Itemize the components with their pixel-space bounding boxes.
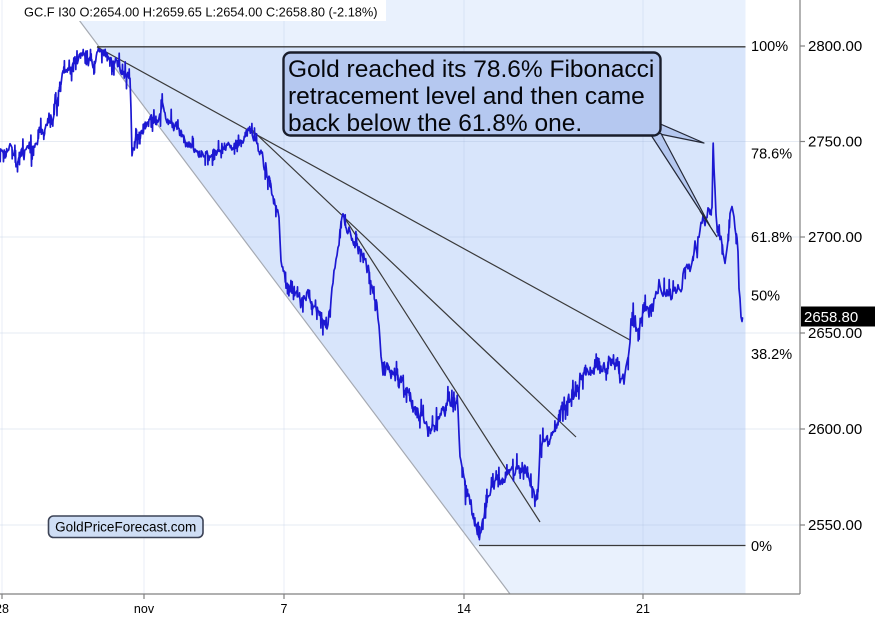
svg-text:7: 7 [281,602,288,616]
svg-text:2600.00: 2600.00 [808,421,862,438]
svg-text:0%: 0% [751,539,772,555]
svg-text:Gold reached its 78.6% Fibonac: Gold reached its 78.6% Fibonacci [288,56,654,83]
svg-text:2650.00: 2650.00 [808,325,862,342]
svg-text:61.8%: 61.8% [751,230,792,246]
svg-text:2658.80: 2658.80 [804,309,858,326]
svg-text:retracement level and then cam: retracement level and then came [288,83,645,110]
svg-text:14: 14 [457,602,471,616]
svg-text:38.2%: 38.2% [751,347,792,363]
svg-text:2750.00: 2750.00 [808,134,862,151]
svg-text:2700.00: 2700.00 [808,229,862,246]
svg-text:50%: 50% [751,289,780,305]
svg-text:28: 28 [0,602,9,616]
svg-text:2800.00: 2800.00 [808,38,862,55]
svg-text:nov: nov [134,602,155,616]
svg-text:21: 21 [636,602,650,616]
svg-text:back below the 61.8% one.: back below the 61.8% one. [288,110,582,137]
svg-text:2550.00: 2550.00 [808,517,862,534]
svg-text:100%: 100% [751,39,788,55]
svg-text:GC.F I30 O:2654.00 H:2659.65 L: GC.F I30 O:2654.00 H:2659.65 L:2654.00 C… [24,5,378,20]
svg-text:78.6%: 78.6% [751,147,792,163]
svg-text:GoldPriceForecast.com: GoldPriceForecast.com [55,520,196,535]
